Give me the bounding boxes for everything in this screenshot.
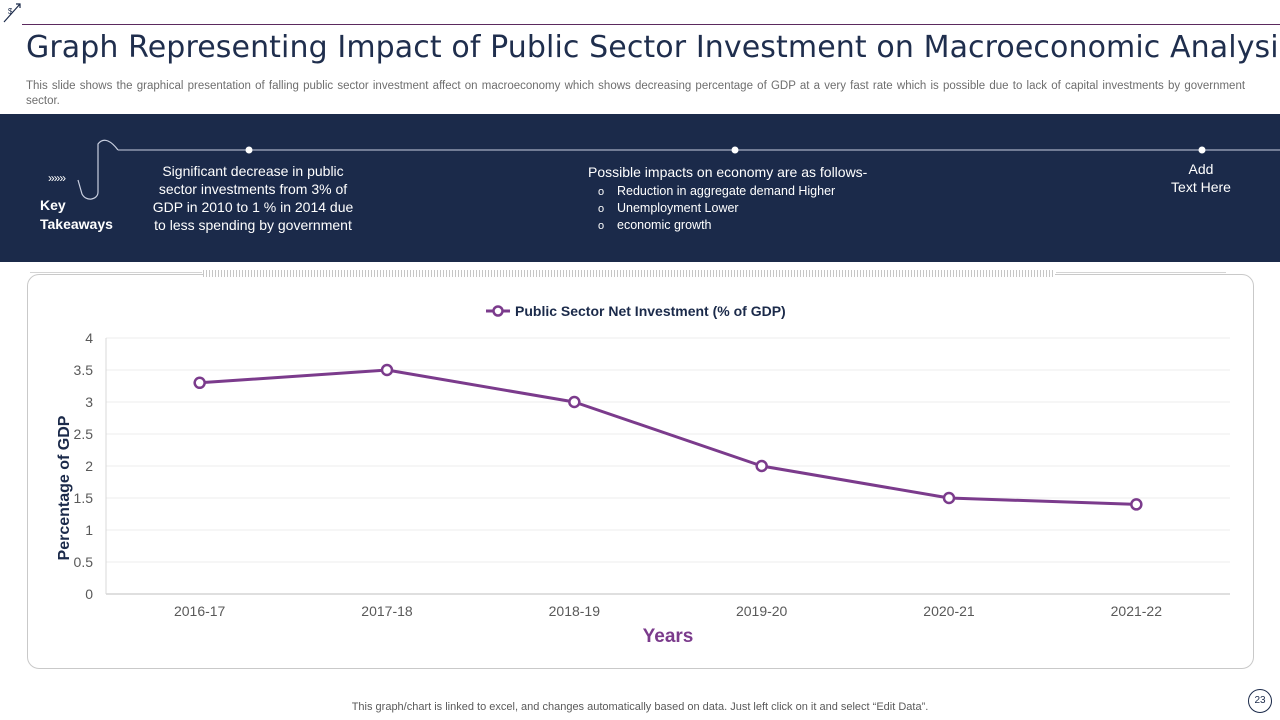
y-tick-label: 1: [85, 522, 93, 538]
timeline-dot: [245, 146, 253, 154]
key-takeaways-band: [0, 114, 1280, 262]
takeaway-1-line: Significant decrease in public: [162, 163, 344, 179]
bullet-icon: o: [598, 220, 605, 232]
takeaway-1-line: to less spending by government: [154, 217, 352, 233]
decorative-hatch: [203, 270, 1055, 277]
data-point: [193, 376, 206, 390]
y-tick-label: 2: [85, 458, 93, 474]
x-tick-label: 2019-20: [736, 603, 788, 619]
decorative-divider: [30, 272, 202, 273]
takeaway-3-line: Text Here: [1171, 179, 1231, 195]
takeaway-3-line: Add: [1188, 161, 1214, 177]
takeaway-1-line: sector investments from 3% of: [158, 181, 348, 197]
y-axis-title: Percentage of GDP: [56, 415, 73, 560]
legend-swatch-marker: [492, 305, 504, 317]
y-tick-label: 2.5: [74, 426, 94, 442]
y-tick-label: 4: [85, 330, 93, 346]
y-tick-label: 1.5: [74, 490, 94, 506]
data-point: [942, 491, 956, 505]
timeline-dot: [731, 146, 739, 154]
y-tick-label: 3: [85, 394, 93, 410]
key-takeaways-label: Key Takeaways: [40, 196, 113, 234]
data-point: [380, 363, 394, 377]
x-tick-label: 2018-19: [549, 603, 601, 619]
growth-chart-icon: $: [3, 3, 21, 23]
x-tick-label: 2017-18: [361, 603, 413, 619]
x-tick-label: 2021-22: [1111, 603, 1163, 619]
list-item: o Unemployment Lower: [598, 200, 867, 217]
list-item: o Reduction in aggregate demand Higher: [598, 183, 867, 200]
bullet-icon: o: [598, 186, 605, 198]
svg-text:$: $: [8, 7, 13, 16]
takeaway-2-heading: Possible impacts on economy are as follo…: [588, 164, 868, 180]
y-tick-label: 0: [85, 586, 93, 602]
y-tick-label: 0.5: [74, 554, 94, 570]
list-item: o economic growth: [598, 217, 867, 234]
key-takeaways-label-line2: Takeaways: [40, 216, 113, 232]
data-point: [1130, 498, 1143, 511]
bullet-text: Reduction in aggregate demand Higher: [617, 184, 836, 198]
x-tick-label: 2020-21: [923, 603, 975, 619]
bullet-text: economic growth: [617, 218, 712, 232]
page-title: Graph Representing Impact of Public Sect…: [26, 30, 1280, 65]
x-axis-title: Years: [643, 626, 694, 647]
footer-note: This graph/chart is linked to excel, and…: [351, 701, 929, 713]
takeaways-connector-line: [77, 139, 1280, 200]
series-line: [199, 368, 1137, 506]
takeaway-1-line: GDP in 2010 to 1 % in 2014 due: [152, 199, 354, 215]
chevrons-icon: »»»: [48, 171, 66, 185]
bullet-icon: o: [598, 203, 605, 215]
x-tick-label: 2016-17: [174, 603, 226, 619]
page-subtitle: This slide shows the graphical presentat…: [26, 80, 1246, 107]
decorative-divider: [1056, 272, 1226, 273]
takeaway-column-3: Add Text Here: [1156, 160, 1246, 196]
bullet-text: Unemployment Lower: [617, 201, 739, 215]
data-point: [755, 459, 768, 473]
legend-label: Public Sector Net Investment (% of GDP): [515, 303, 786, 319]
key-takeaways-label-line1: Key: [40, 197, 66, 213]
takeaway-column-2: Possible impacts on economy are as follo…: [588, 163, 867, 234]
takeaway-column-1: Significant decrease in public sector in…: [138, 162, 368, 234]
y-tick-label: 3.5: [74, 362, 94, 378]
page-number: 23: [1248, 689, 1272, 713]
timeline-dot: [1198, 146, 1206, 154]
top-rule: [22, 24, 1280, 25]
data-point: [568, 395, 581, 409]
